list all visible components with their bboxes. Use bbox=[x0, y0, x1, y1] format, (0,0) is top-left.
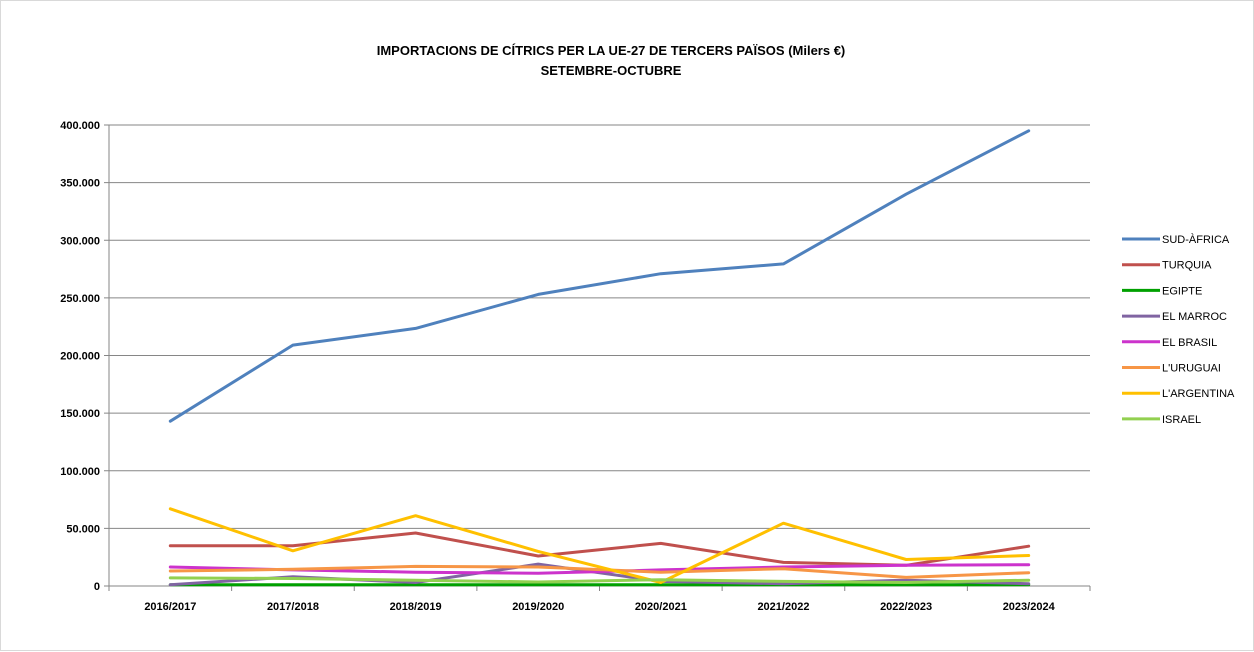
series-lines bbox=[168, 129, 1031, 587]
x-tick-label: 2019/2020 bbox=[512, 601, 564, 613]
legend-item: L'ARGENTINA bbox=[1122, 388, 1235, 400]
y-tick-label: 250.000 bbox=[60, 293, 100, 305]
x-tick-label: 2017/2018 bbox=[267, 601, 319, 613]
legend-label: L'URUGUAI bbox=[1162, 363, 1221, 375]
series-line-0 bbox=[168, 129, 1031, 423]
y-tick-label: 0 bbox=[94, 581, 100, 593]
x-tick-label: 2020/2021 bbox=[635, 601, 687, 613]
legend-item: EGIPTE bbox=[1122, 285, 1202, 297]
legend-item: EL BRASIL bbox=[1122, 337, 1217, 349]
x-axis-tick-labels: 2016/2017 2017/2018 2018/2019 2019/2020 2020… bbox=[144, 601, 1055, 613]
legend-label: ISRAEL bbox=[1162, 414, 1201, 426]
legend-label: EL BRASIL bbox=[1162, 337, 1217, 349]
legend-label: L'ARGENTINA bbox=[1162, 388, 1235, 400]
legend-item: EL MARROC bbox=[1122, 311, 1227, 323]
axes bbox=[104, 124, 1091, 591]
legend-label: TURQUIA bbox=[1162, 260, 1212, 272]
series-line-7 bbox=[168, 576, 1031, 584]
legend-label: EGIPTE bbox=[1162, 285, 1202, 297]
series-line-5 bbox=[168, 564, 1031, 579]
legend-label: EL MARROC bbox=[1162, 311, 1227, 323]
chart-subtitle: SETEMBRE-OCTUBRE bbox=[540, 63, 682, 78]
y-tick-label: 350.000 bbox=[60, 178, 100, 190]
legend-label: SUD-ÀFRICA bbox=[1162, 233, 1230, 246]
chart-title-block: IMPORTACIONS DE CÍTRICS PER LA UE-27 DE … bbox=[261, 41, 961, 81]
y-tick-label: 300.000 bbox=[60, 235, 100, 247]
legend: SUD-ÀFRICA TURQUIA EGIPTE EL MARROC EL BRASI… bbox=[1122, 233, 1235, 426]
legend-item: ISRAEL bbox=[1122, 414, 1201, 426]
series-line-6 bbox=[168, 507, 1031, 584]
legend-item: TURQUIA bbox=[1122, 260, 1212, 272]
y-tick-label: 100.000 bbox=[60, 466, 100, 478]
y-tick-label: 400.000 bbox=[60, 120, 100, 132]
x-tick-label: 2016/2017 bbox=[144, 601, 196, 613]
x-tick-label: 2021/2022 bbox=[757, 601, 809, 613]
y-tick-label: 150.000 bbox=[60, 408, 100, 420]
chart-title: IMPORTACIONS DE CÍTRICS PER LA UE-27 DE … bbox=[376, 43, 846, 58]
legend-item: L'URUGUAI bbox=[1122, 363, 1221, 375]
gridlines bbox=[109, 124, 1090, 529]
x-tick-label: 2023/2024 bbox=[1003, 601, 1056, 613]
x-tick-label: 2018/2019 bbox=[390, 601, 442, 613]
y-tick-label: 200.000 bbox=[60, 351, 100, 363]
x-tick-label: 2022/2023 bbox=[880, 601, 932, 613]
y-tick-label: 50.000 bbox=[66, 523, 100, 535]
y-axis-tick-labels: 0 50.000 100.000 150.000 200.000 250.000 300.0… bbox=[60, 120, 100, 593]
legend-item: SUD-ÀFRICA bbox=[1122, 233, 1230, 246]
